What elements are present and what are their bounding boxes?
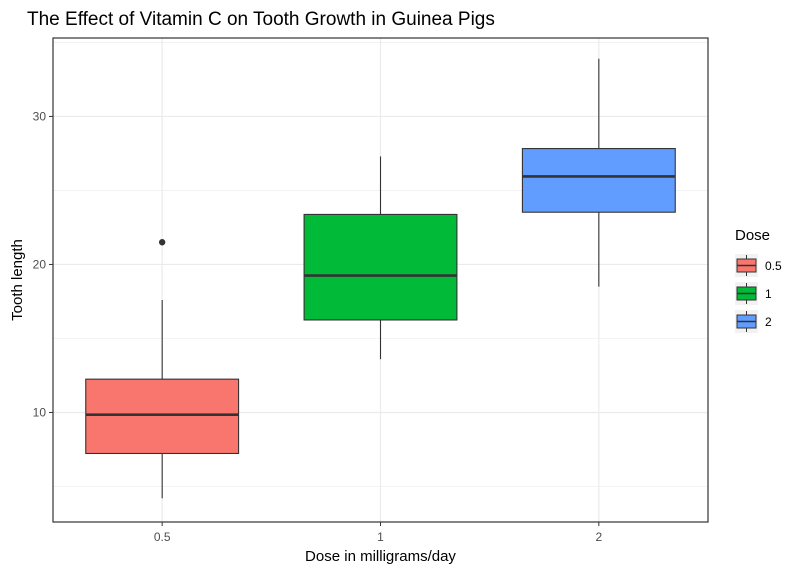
- legend-title: Dose: [735, 227, 770, 244]
- box-rect: [85, 378, 240, 455]
- y-tick-label: 30: [33, 109, 47, 123]
- legend-key-0.5: 0.5: [735, 254, 782, 277]
- box-1: [303, 156, 458, 360]
- outlier-point: [158, 239, 166, 246]
- legend-label: 1: [765, 287, 772, 301]
- box-rect: [521, 148, 676, 213]
- legend-key-1: 1: [735, 282, 772, 305]
- chart-title: The Effect of Vitamin C on Tooth Growth …: [27, 9, 495, 30]
- box-0.5: [85, 239, 240, 499]
- y-tick-label: 10: [33, 405, 47, 419]
- y-tick-label: 20: [33, 257, 47, 271]
- box-rect: [303, 213, 458, 321]
- box-2: [521, 58, 676, 287]
- legend-label: 2: [765, 315, 772, 329]
- legend-label: 0.5: [765, 259, 782, 273]
- x-axis: 0.5 1 2: [154, 522, 602, 544]
- y-axis: 10 20 30: [33, 109, 53, 419]
- x-axis-title: Dose in milligrams/day: [305, 548, 456, 565]
- legend-key-2: 2: [735, 310, 772, 333]
- box-group: [85, 58, 676, 499]
- x-tick-label: 2: [595, 530, 602, 544]
- y-axis-title: Tooth length: [9, 239, 26, 321]
- x-tick-label: 0.5: [154, 530, 171, 544]
- legend: Dose 0.5 1 2: [735, 227, 782, 333]
- x-tick-label: 1: [377, 530, 384, 544]
